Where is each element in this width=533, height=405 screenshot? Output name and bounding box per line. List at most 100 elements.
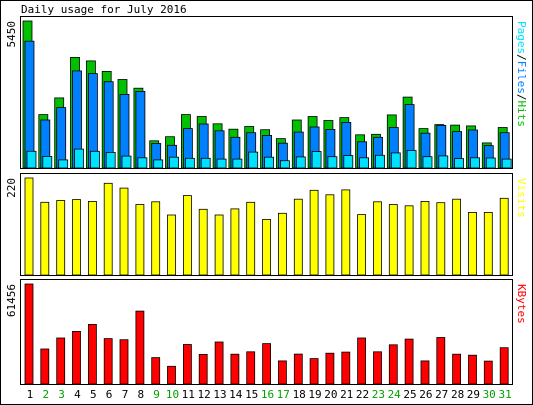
bar-visits-day-25 — [404, 205, 414, 276]
bar-kbytes-day-31 — [499, 347, 509, 385]
x-tick-label-day-10: 10 — [166, 388, 179, 401]
bar-kbytes-day-14 — [230, 353, 240, 385]
bar-visits-day-23 — [373, 201, 382, 276]
x-tick-label-day-6: 6 — [106, 388, 113, 401]
bar-pages-day-20 — [327, 156, 338, 169]
legend-item-pages: Pages — [515, 21, 528, 54]
bar-kbytes-day-29 — [468, 354, 477, 385]
bar-pages-day-31 — [501, 158, 512, 169]
legend-item-kbytes: KBytes — [515, 284, 528, 324]
x-tick-label-day-8: 8 — [137, 388, 144, 401]
bar-pages-day-22 — [359, 157, 370, 169]
bar-kbytes-day-30 — [483, 360, 493, 385]
bar-visits-day-4 — [72, 199, 81, 276]
x-tick-label-day-17: 17 — [277, 388, 290, 401]
x-tick-label-day-31: 31 — [498, 388, 511, 401]
bar-visits-day-20 — [325, 194, 335, 276]
bar-visits-day-11 — [182, 195, 192, 276]
bar-files-day-1 — [24, 40, 35, 169]
bar-pages-day-14 — [232, 158, 243, 169]
bar-kbytes-day-19 — [309, 358, 319, 385]
bar-kbytes-day-1 — [24, 283, 34, 385]
bar-visits-day-13 — [214, 214, 224, 276]
bar-pages-day-7 — [121, 155, 132, 169]
bar-pages-day-5 — [90, 150, 100, 169]
bar-visits-day-24 — [388, 204, 398, 276]
bar-kbytes-day-20 — [325, 352, 335, 385]
bar-pages-day-27 — [438, 155, 449, 169]
bar-kbytes-day-6 — [103, 338, 113, 385]
legend-item-files: Files — [515, 61, 528, 94]
y-max-label: 220 — [5, 178, 18, 198]
bar-pages-day-16 — [264, 156, 275, 169]
x-tick-label-day-28: 28 — [451, 388, 464, 401]
bar-kbytes-day-23 — [373, 351, 382, 385]
bar-visits-day-10 — [167, 214, 176, 276]
legend-item-hits: Hits — [515, 101, 528, 128]
x-tick-label-day-29: 29 — [467, 388, 480, 401]
x-tick-label-day-23: 23 — [372, 388, 385, 401]
bar-visits-day-30 — [483, 211, 493, 276]
x-tick-label-day-2: 2 — [42, 388, 49, 401]
bar-visits-day-22 — [357, 214, 367, 276]
bar-visits-day-8 — [135, 204, 145, 276]
x-axis-labels: 1 2 3 4 5 6 7 8 9 10 11 12 13 14 15 16 17 18 19 20 21 22 23 24 2… — [27, 388, 512, 401]
bar-kbytes-day-18 — [293, 353, 303, 385]
x-tick-label-day-16: 16 — [261, 388, 274, 401]
legend: KBytes — [515, 284, 528, 324]
y-max-label: 5450 — [5, 21, 18, 48]
x-tick-label-day-1: 1 — [27, 388, 34, 401]
bar-pages-day-13 — [216, 158, 227, 169]
bar-visits-day-15 — [246, 201, 256, 276]
bar-pages-day-12 — [200, 157, 211, 169]
bar-visits-day-12 — [198, 208, 208, 276]
bar-pages-day-4 — [74, 148, 84, 169]
bar-pages-day-11 — [184, 157, 195, 169]
bar-pages-day-2 — [42, 155, 53, 169]
bar-visits-day-1 — [24, 177, 34, 276]
y-max-label: 61456 — [5, 284, 18, 317]
bar-kbytes-day-28 — [452, 353, 462, 385]
x-tick-label-day-15: 15 — [245, 388, 258, 401]
bar-pages-day-18 — [295, 156, 306, 169]
bar-kbytes-day-24 — [388, 344, 398, 385]
bar-kbytes-day-22 — [357, 337, 367, 385]
bar-kbytes-day-9 — [151, 357, 161, 385]
bar-kbytes-day-2 — [40, 348, 50, 385]
legend-item-visits: Visits — [515, 178, 528, 218]
bar-kbytes-day-17 — [277, 360, 287, 385]
bar-pages-day-28 — [454, 158, 465, 169]
bar-visits-day-19 — [309, 189, 319, 276]
bar-visits-day-9 — [151, 201, 161, 276]
x-tick-label-day-26: 26 — [419, 388, 432, 401]
x-tick-label-day-21: 21 — [340, 388, 353, 401]
legend: Visits — [515, 178, 528, 218]
bar-pages-day-23 — [375, 154, 385, 169]
x-tick-label-day-22: 22 — [356, 388, 369, 401]
bar-kbytes-day-11 — [182, 344, 192, 385]
bar-visits-day-7 — [119, 187, 129, 276]
bar-visits-day-27 — [436, 202, 446, 276]
bar-pages-day-15 — [248, 151, 259, 169]
bar-pages-day-10 — [169, 156, 179, 169]
x-tick-label-day-5: 5 — [90, 388, 97, 401]
visits-panel: 220 Visits — [5, 173, 528, 276]
bar-pages-day-26 — [422, 156, 433, 169]
bar-visits-day-5 — [88, 200, 97, 276]
bar-pages-day-24 — [390, 152, 401, 169]
x-tick-label-day-30: 30 — [483, 388, 496, 401]
legend: Pages/Files/Hits — [515, 21, 528, 127]
bar-kbytes-day-13 — [214, 341, 224, 385]
x-tick-label-day-25: 25 — [403, 388, 416, 401]
bar-visits-day-26 — [420, 200, 430, 276]
x-tick-label-day-20: 20 — [324, 388, 337, 401]
bar-visits-day-18 — [293, 198, 303, 276]
bar-pages-day-3 — [58, 159, 69, 169]
bar-pages-day-19 — [311, 151, 322, 169]
hits-panel: 5450 Pages/Files/Hits — [5, 16, 528, 169]
bar-pages-day-29 — [470, 157, 480, 169]
bar-kbytes-day-5 — [88, 323, 97, 385]
legend-separator: / — [515, 94, 528, 101]
